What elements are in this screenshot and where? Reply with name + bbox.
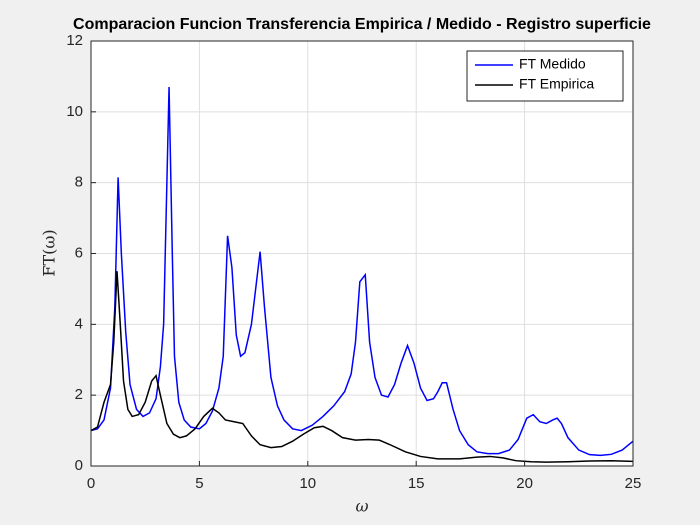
y-tick-label: 10: [66, 103, 83, 120]
y-tick-label: 4: [75, 315, 83, 332]
chart-title: Comparacion Funcion Transferencia Empiri…: [73, 16, 651, 33]
legend-label: FT Empirica: [519, 76, 594, 92]
legend: FT Medido FT Empirica: [466, 50, 624, 102]
series-line: [90, 87, 634, 457]
y-tick-label: 8: [75, 174, 83, 191]
x-tick-label: 25: [625, 475, 642, 492]
x-tick-label: 10: [299, 475, 316, 492]
ticks: 0 5 10 15 20 25 0 2 4 6 8 10 12: [66, 32, 641, 492]
x-tick-label: 15: [408, 475, 425, 492]
legend-label: FT Medido: [519, 56, 586, 72]
x-tick-label: 0: [87, 475, 95, 492]
x-tick-label: 5: [195, 475, 203, 492]
y-tick-label: 0: [75, 457, 83, 474]
legend-box: [466, 50, 624, 102]
y-tick-label: 12: [66, 32, 83, 49]
lines: [90, 87, 634, 463]
series-line: [90, 271, 634, 463]
y-tick-label: 6: [75, 244, 83, 261]
y-axis-label: FT(ω): [40, 229, 59, 276]
x-axis-label: ω: [355, 497, 368, 516]
y-tick-label: 2: [75, 386, 83, 403]
x-tick-label: 20: [516, 475, 533, 492]
